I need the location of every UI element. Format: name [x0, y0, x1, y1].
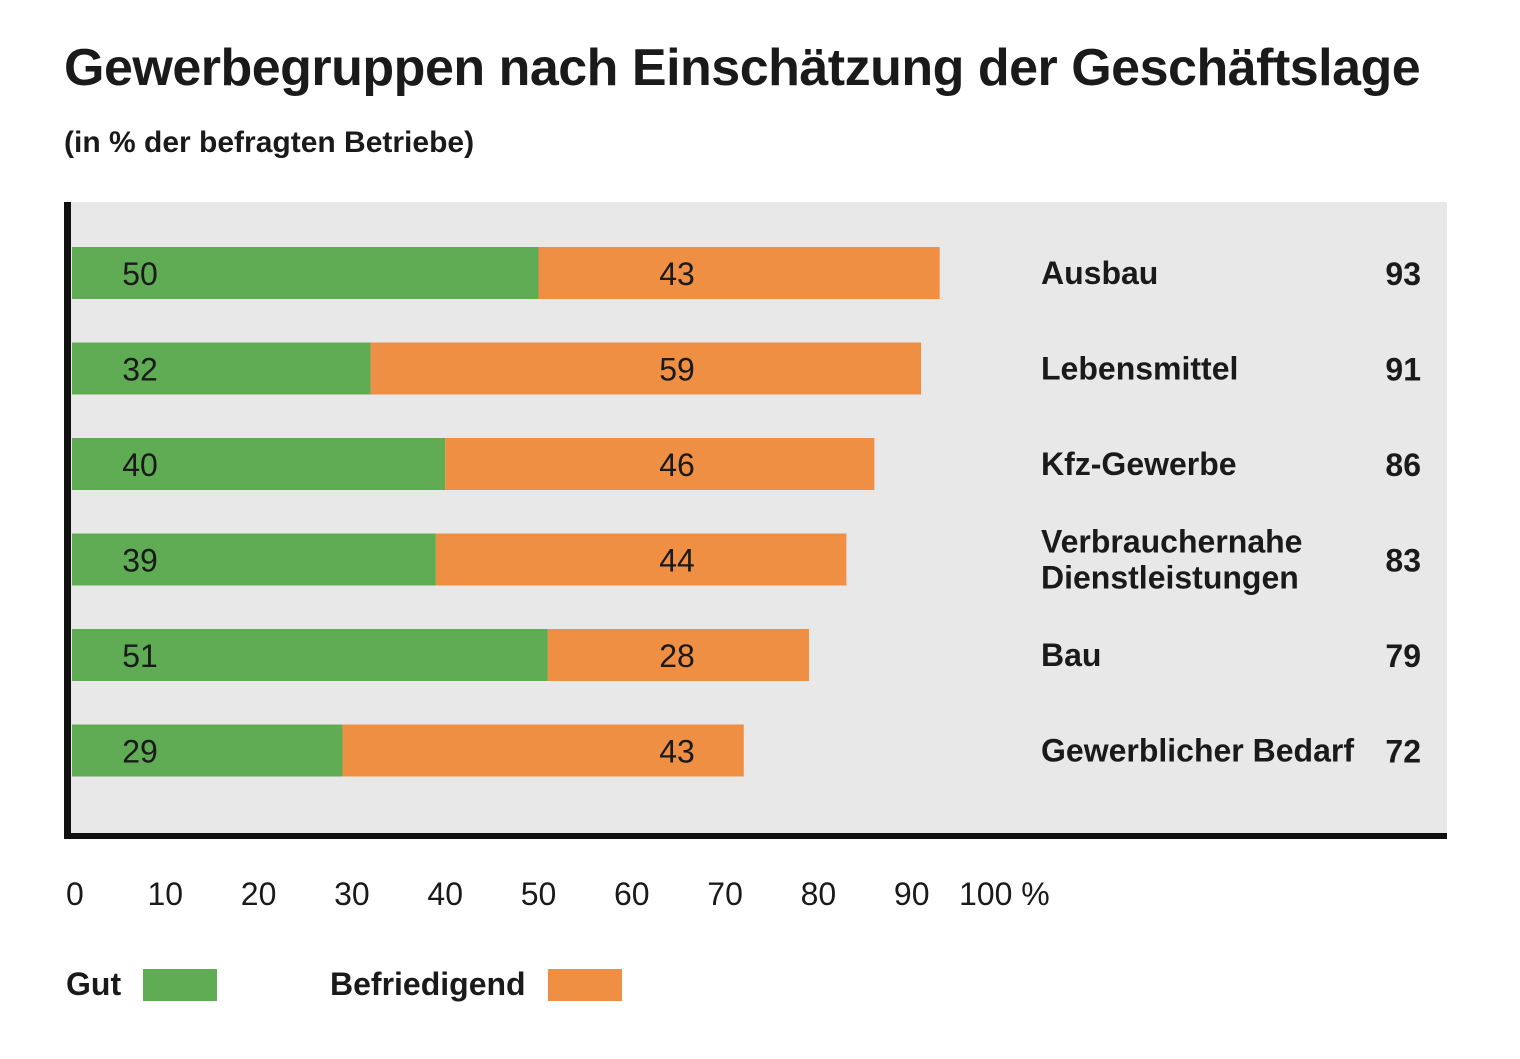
bar-value-label: 59	[659, 352, 695, 388]
bar-value-label: 51	[122, 638, 158, 674]
bar-value-label: 28	[659, 638, 695, 674]
bar-value-label: 39	[122, 543, 158, 579]
legend-item-gut: Gut	[66, 966, 218, 1003]
category-label: Ausbau	[1041, 255, 1158, 291]
bar-gut	[72, 342, 371, 395]
x-tick-label: 0	[66, 876, 84, 912]
x-tick-label: 10	[148, 876, 184, 912]
legend-swatch-befriedigend	[547, 968, 622, 1001]
total-label: 93	[1385, 256, 1421, 292]
total-label: 79	[1385, 638, 1421, 674]
bar-value-label: 32	[122, 352, 158, 388]
total-label: 72	[1385, 734, 1421, 770]
bar-gut	[72, 629, 548, 681]
x-axis-line	[64, 833, 1447, 839]
legend-label-befriedigend: Befriedigend	[330, 966, 526, 1002]
bar-gut	[72, 438, 446, 490]
bar-value-label: 40	[122, 447, 158, 483]
bar-befriedigend	[342, 724, 744, 777]
x-tick-label: 20	[241, 876, 277, 912]
bar-value-label: 43	[659, 734, 695, 770]
bar-befriedigend	[435, 533, 847, 586]
y-axis-line	[64, 202, 71, 839]
category-label: Bau	[1041, 637, 1101, 673]
x-tick-label: 40	[427, 876, 463, 912]
bar-befriedigend	[547, 629, 810, 681]
legend-swatch-gut	[143, 968, 218, 1001]
x-tick-label: 30	[334, 876, 370, 912]
bar-gut	[72, 247, 539, 299]
category-label: Gewerblicher Bedarf	[1041, 733, 1354, 769]
x-tick-label: 70	[707, 876, 743, 912]
bar-gut	[72, 533, 436, 586]
total-label: 91	[1385, 352, 1421, 388]
bar-gut	[72, 724, 343, 777]
bar-value-label: 50	[122, 256, 158, 292]
category-label: Lebensmittel	[1041, 351, 1238, 387]
category-label: Verbrauchernahe Dienstleistungen	[1041, 524, 1302, 596]
category-label: Kfz-Gewerbe	[1041, 446, 1237, 482]
bar-befriedigend	[538, 247, 940, 299]
total-label: 83	[1385, 543, 1421, 579]
chart-subtitle: (in % der befragten Betriebe)	[64, 126, 475, 159]
bar-value-label: 44	[659, 543, 695, 579]
bar-value-label: 43	[659, 256, 695, 292]
bar-befriedigend	[445, 438, 875, 490]
chart-title: Gewerbegruppen nach Einschätzung der Ges…	[64, 39, 1421, 97]
x-tick-label: 90	[894, 876, 930, 912]
x-tick-label: 100 %	[959, 876, 1050, 912]
x-tick-label: 80	[801, 876, 837, 912]
bar-value-label: 46	[659, 447, 695, 483]
x-tick-label: 60	[614, 876, 650, 912]
bar-befriedigend	[370, 342, 922, 395]
legend-label-gut: Gut	[66, 966, 122, 1002]
total-label: 86	[1385, 447, 1421, 483]
bar-value-label: 29	[122, 734, 158, 770]
x-tick-label: 50	[521, 876, 557, 912]
legend-item-befriedigend: Befriedigend	[330, 966, 622, 1003]
